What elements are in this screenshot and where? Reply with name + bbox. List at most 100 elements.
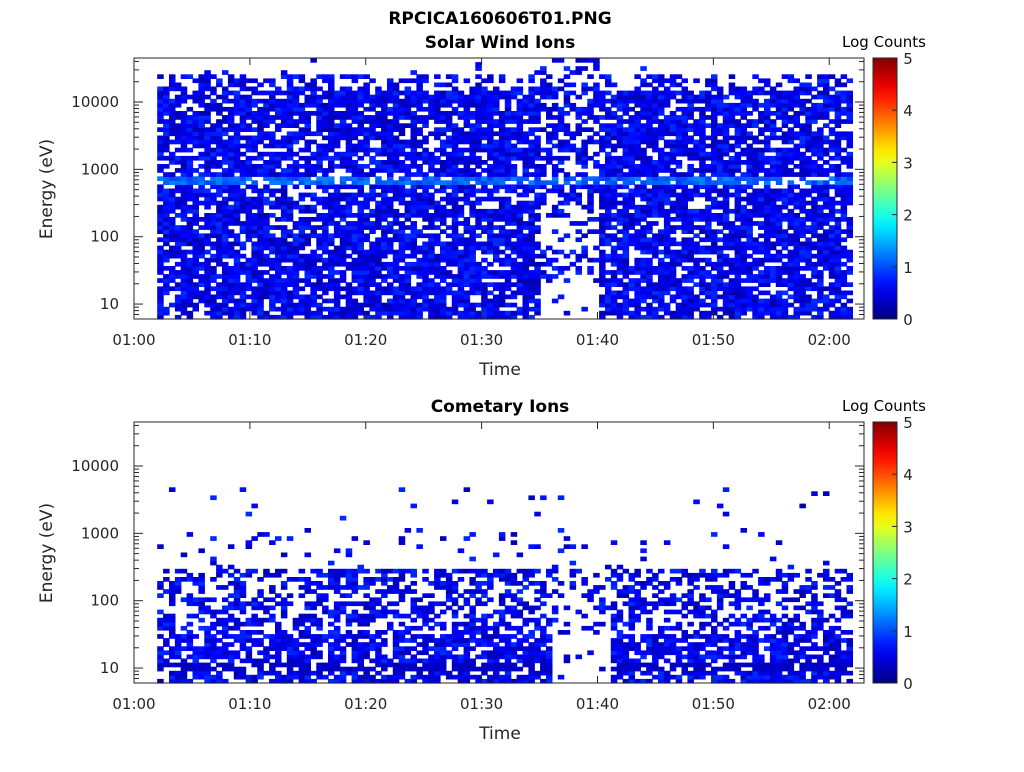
heatmap-cell — [451, 106, 459, 112]
heatmap-cell — [669, 270, 677, 275]
heatmap-cell — [322, 78, 329, 84]
heatmap-cell — [204, 155, 211, 161]
heatmap-cell — [622, 143, 630, 149]
heatmap-cell — [316, 151, 323, 157]
heatmap-cell — [740, 102, 747, 108]
heatmap-cell — [180, 294, 188, 300]
heatmap-cell — [687, 111, 694, 116]
heatmap-cell — [546, 160, 553, 165]
heatmap-cell — [174, 111, 182, 116]
heatmap-cell — [404, 102, 412, 108]
heatmap-cell — [740, 253, 747, 259]
heatmap-cell — [658, 282, 665, 287]
heatmap-cell — [781, 90, 789, 96]
heatmap-cell — [210, 98, 217, 104]
heatmap-cell — [616, 314, 624, 320]
heatmap-cell — [322, 249, 329, 255]
heatmap-cell — [475, 98, 482, 104]
heatmap-cell — [722, 188, 730, 194]
heatmap-cell — [186, 192, 194, 198]
heatmap-cell — [728, 123, 736, 128]
heatmap-cell — [422, 192, 429, 198]
heatmap-cell — [310, 286, 317, 292]
heatmap-cell — [263, 225, 270, 230]
heatmap-cell — [316, 278, 323, 283]
heatmap-cell — [716, 86, 724, 92]
heatmap-cell — [233, 213, 241, 218]
heatmap-cell — [363, 119, 370, 124]
heatmap-cell — [210, 298, 217, 304]
heatmap-cell — [540, 66, 547, 71]
heatmap-cell — [640, 184, 647, 190]
heatmap-cell — [451, 241, 459, 247]
heatmap-cell — [663, 98, 671, 104]
heatmap-cell — [404, 241, 412, 247]
heatmap-cell — [681, 237, 688, 243]
heatmap-cell — [493, 196, 500, 202]
heatmap-cell — [634, 261, 641, 267]
heatmap-cell — [711, 278, 718, 283]
heatmap-cell — [705, 94, 712, 100]
heatmap-cell — [316, 164, 323, 169]
heatmap-cell — [693, 213, 700, 218]
heatmap-cell — [658, 127, 665, 132]
heatmap-cell — [469, 90, 476, 96]
heatmap-cell — [227, 176, 235, 181]
heatmap-cell — [392, 155, 400, 161]
heatmap-cell — [410, 290, 417, 296]
heatmap-cell — [198, 184, 205, 190]
heatmap-cell — [781, 123, 789, 128]
heatmap-cell — [280, 225, 288, 230]
heatmap-cell — [174, 188, 182, 194]
heatmap-cell — [469, 143, 476, 149]
heatmap-cell — [528, 115, 535, 120]
heatmap-cell — [551, 164, 559, 169]
heatmap-cell — [581, 151, 588, 157]
heatmap-cell — [404, 168, 412, 173]
heatmap-cell — [428, 131, 435, 137]
heatmap-cell — [805, 208, 812, 214]
heatmap-cell — [663, 253, 671, 259]
heatmap-cell — [646, 196, 653, 202]
heatmap-cell — [227, 278, 235, 283]
heatmap-cell — [398, 127, 406, 132]
heatmap-cell — [163, 237, 170, 243]
heatmap-cell — [581, 245, 588, 251]
heatmap-cell — [498, 314, 506, 320]
heatmap-cell — [663, 233, 671, 239]
heatmap-cell — [392, 147, 400, 153]
heatmap-cell — [475, 135, 482, 141]
heatmap-cell — [681, 314, 688, 320]
heatmap-cell — [599, 298, 606, 304]
heatmap-cell — [475, 119, 482, 124]
heatmap-cell — [416, 306, 423, 312]
heatmap-cell — [605, 298, 612, 304]
heatmap-cell — [481, 213, 488, 218]
heatmap-cell — [711, 310, 718, 316]
heatmap-cell — [363, 164, 370, 169]
heatmap-cell — [493, 94, 500, 100]
heatmap-cell — [705, 229, 712, 234]
heatmap-cell — [398, 176, 406, 181]
heatmap-cell — [186, 302, 194, 308]
heatmap-cell — [728, 261, 736, 267]
heatmap-cell — [775, 196, 783, 202]
heatmap-cell — [280, 208, 288, 214]
heatmap-cell — [711, 294, 718, 300]
heatmap-cell — [734, 168, 742, 173]
heatmap-cell — [675, 123, 683, 128]
heatmap-cell — [605, 106, 612, 112]
heatmap-cell — [504, 213, 512, 218]
heatmap-cell — [528, 241, 535, 247]
heatmap-cell — [257, 131, 264, 137]
heatmap-cell — [333, 200, 341, 206]
heatmap-cell — [599, 229, 606, 234]
heatmap-cell — [180, 184, 188, 190]
heatmap-cell — [292, 274, 300, 279]
heatmap-cell — [198, 119, 205, 124]
heatmap-cell — [198, 217, 205, 222]
heatmap-cell — [681, 208, 688, 214]
heatmap-cell — [445, 172, 453, 177]
heatmap-cell — [198, 298, 205, 304]
heatmap-cell — [628, 147, 635, 153]
